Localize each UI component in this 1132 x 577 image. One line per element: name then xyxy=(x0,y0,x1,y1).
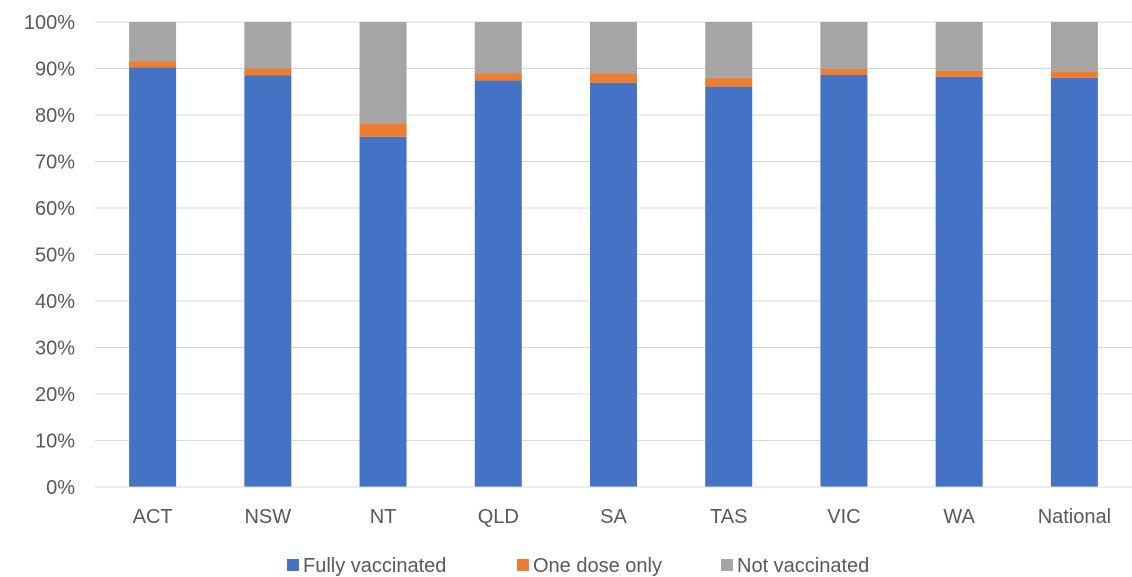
bar-one-dose-only xyxy=(705,77,753,87)
bar-not-vaccinated xyxy=(1050,22,1098,72)
bar-one-dose-only xyxy=(1050,71,1098,78)
y-tick-label: 10% xyxy=(35,431,75,453)
bar-one-dose-only xyxy=(244,68,292,76)
legend-label: One dose only xyxy=(533,555,662,577)
bar-fully-vaccinated xyxy=(244,75,292,487)
bar-fully-vaccinated xyxy=(705,86,753,487)
bar-one-dose-only xyxy=(129,61,177,68)
x-axis-tick-labels: ACT NSW NT QLD SA TAS VIC WA National xyxy=(133,506,1111,528)
bar-not-vaccinated xyxy=(935,22,983,71)
y-tick-label: 60% xyxy=(35,198,75,220)
x-tick-label: WA xyxy=(943,506,975,528)
bar-fully-vaccinated xyxy=(129,67,177,487)
y-tick-label: 80% xyxy=(35,105,75,127)
y-tick-label: 50% xyxy=(35,245,75,267)
y-tick-label: 70% xyxy=(35,152,75,174)
bar-not-vaccinated xyxy=(705,22,753,78)
bar-not-vaccinated xyxy=(359,22,407,124)
bar-fully-vaccinated xyxy=(590,82,637,487)
bar-fully-vaccinated xyxy=(820,75,868,487)
y-tick-label: 30% xyxy=(35,338,75,360)
bar-one-dose-only xyxy=(359,123,407,137)
x-tick-label: TAS xyxy=(710,506,747,528)
bar-not-vaccinated xyxy=(590,22,637,74)
legend-swatch xyxy=(287,559,299,571)
x-tick-label: NT xyxy=(370,506,397,528)
x-tick-label: VIC xyxy=(827,506,860,528)
bars xyxy=(129,22,1098,488)
y-tick-label: 0% xyxy=(46,477,75,499)
bar-fully-vaccinated xyxy=(474,80,522,487)
bar-not-vaccinated xyxy=(474,22,522,74)
y-tick-label: 90% xyxy=(35,59,75,81)
y-axis-tick-labels: 0% 10% 20% 30% 40% 50% 60% 70% 80% 90% 100% xyxy=(24,12,75,499)
bar-fully-vaccinated xyxy=(1050,77,1098,488)
bar-not-vaccinated xyxy=(244,22,292,69)
bar-one-dose-only xyxy=(820,68,868,76)
bar-one-dose-only xyxy=(474,73,522,81)
bar-one-dose-only xyxy=(590,73,637,83)
bar-one-dose-only xyxy=(935,70,983,77)
x-tick-label: ACT xyxy=(133,506,173,528)
x-tick-label: SA xyxy=(600,506,627,528)
y-tick-label: 40% xyxy=(35,291,75,313)
bar-not-vaccinated xyxy=(820,22,868,69)
x-tick-label: National xyxy=(1038,506,1111,528)
legend-label: Not vaccinated xyxy=(737,555,869,577)
bar-not-vaccinated xyxy=(129,22,177,62)
bar-fully-vaccinated xyxy=(359,136,407,488)
bar-fully-vaccinated xyxy=(935,76,983,488)
legend-label: Fully vaccinated xyxy=(303,555,446,577)
x-tick-label: NSW xyxy=(244,506,291,528)
y-tick-label: 20% xyxy=(35,384,75,406)
legend-swatch xyxy=(721,559,733,571)
legend-swatch xyxy=(517,559,529,571)
x-tick-label: QLD xyxy=(478,506,519,528)
legend: Fully vaccinated One dose only Not vaccina… xyxy=(287,555,869,577)
y-tick-label: 100% xyxy=(24,12,75,34)
